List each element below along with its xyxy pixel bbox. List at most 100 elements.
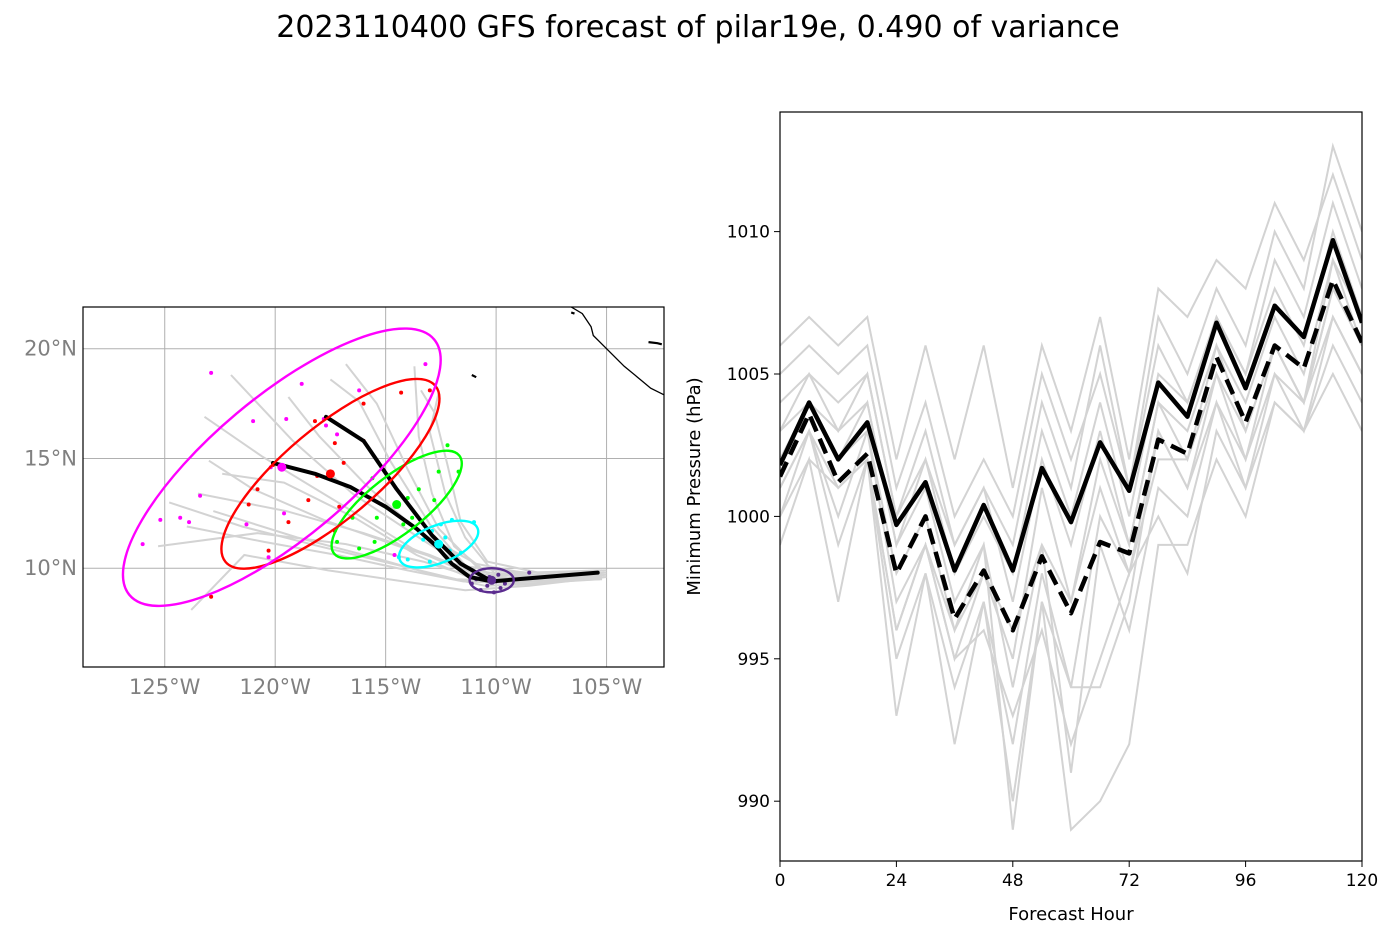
member-position-48h [443, 535, 448, 540]
pressure-frame [779, 111, 1363, 862]
ensemble-pressure-line [780, 342, 1362, 773]
member-position-120h [140, 542, 145, 547]
member-position-96h [246, 502, 251, 507]
member-position-120h [357, 388, 362, 393]
member-position-120h [282, 511, 287, 516]
map-x-tick-label: 115°W [350, 675, 422, 699]
member-position-120h [187, 520, 192, 525]
island [570, 311, 575, 315]
ensemble-pressure-line [780, 142, 1362, 520]
ellipse-center-48h [434, 539, 444, 549]
member-position-96h [266, 548, 271, 553]
map-frame [82, 306, 665, 668]
ellipse-center-120h [277, 462, 287, 472]
member-position-24h [498, 585, 503, 590]
member-position-120h [423, 362, 428, 367]
pressure-y-tick-label: 1005 [727, 365, 770, 385]
member-position-72h [436, 469, 441, 474]
member-position-96h [286, 520, 291, 525]
pressure-y-tick-label: 1000 [727, 507, 770, 527]
member-position-72h [405, 495, 410, 500]
pressure-y-tick-label: 1010 [727, 223, 770, 243]
island [648, 341, 663, 346]
pressure-x-tick-label: 72 [1118, 871, 1140, 891]
member-position-120h [244, 522, 249, 527]
pressure-x-tick-label: 48 [1002, 871, 1024, 891]
island [471, 374, 477, 379]
pressure-x-axis-label: Forecast Hour [1008, 904, 1134, 925]
member-position-96h [209, 594, 214, 599]
member-position-120h [299, 381, 304, 386]
member-position-72h [372, 539, 377, 544]
member-position-24h [527, 570, 532, 575]
member-position-96h [399, 390, 404, 395]
member-position-120h [284, 416, 289, 421]
member-position-96h [332, 441, 337, 446]
ensemble-track [190, 553, 605, 611]
uncertainty-ellipse-72h [330, 449, 463, 560]
member-position-120h [198, 493, 203, 498]
member-position-120h [335, 432, 340, 437]
map-x-tick-label: 105°W [571, 675, 643, 699]
uncertainty-ellipse-24h [468, 567, 515, 594]
member-position-72h [432, 498, 437, 503]
member-position-96h [312, 419, 317, 424]
ensemble-pressure-line [780, 171, 1362, 489]
member-position-72h [374, 515, 379, 520]
mean-track [324, 414, 494, 584]
ensemble-pressure-line [780, 314, 1362, 745]
member-position-24h [485, 583, 490, 588]
member-position-96h [337, 504, 342, 509]
coastline [570, 307, 664, 396]
member-position-96h [427, 388, 432, 393]
map-x-tick-label: 120°W [240, 675, 312, 699]
member-position-72h [445, 443, 450, 448]
map-y-tick-label: 15°N [24, 446, 77, 470]
uncertainty-ellipse-120h [121, 327, 442, 608]
member-position-24h [496, 572, 501, 577]
pressure-y-axis-label: Minimum Pressure (hPa) [684, 377, 705, 595]
member-position-48h [421, 537, 426, 542]
ensemble-pressure-line [780, 257, 1362, 633]
pressure-plot-area [780, 142, 1362, 832]
mean-pressure-line [780, 237, 1362, 573]
pressure-y-tick-label: 995 [738, 650, 770, 670]
member-position-120h [158, 517, 163, 522]
member-position-48h [427, 559, 432, 564]
member-position-72h [335, 539, 340, 544]
ensemble-track [208, 459, 603, 574]
map-plot-area [83, 307, 664, 667]
ellipse-center-24h [487, 575, 497, 585]
pressure-x-tick-label: 0 [775, 871, 786, 891]
map-y-tick-label: 10°N [24, 556, 77, 580]
member-position-96h [341, 460, 346, 465]
map-x-tick-label: 125°W [129, 675, 201, 699]
ensemble-track [168, 501, 603, 583]
ensemble-pressure-line [780, 285, 1362, 603]
member-position-120h [178, 515, 183, 520]
pressure-x-tick-label: 120 [1346, 871, 1378, 891]
member-position-96h [361, 401, 366, 406]
control-pressure-line [780, 277, 1362, 633]
member-position-72h [416, 487, 421, 492]
ellipse-center-96h [325, 469, 335, 479]
map-x-tick-label: 110°W [460, 675, 532, 699]
ellipse-center-72h [392, 500, 402, 510]
member-position-96h [306, 498, 311, 503]
pressure-x-tick-label: 96 [1235, 871, 1257, 891]
member-position-120h [392, 553, 397, 558]
member-position-24h [502, 581, 507, 586]
member-position-72h [357, 546, 362, 551]
pressure-y-tick-label: 990 [738, 792, 770, 812]
member-position-120h [251, 419, 256, 424]
ensemble-pressure-line [780, 314, 1362, 748]
ensemble-track [222, 472, 607, 585]
uncertainty-ellipse-48h [397, 519, 480, 569]
member-position-72h [401, 522, 406, 527]
member-position-120h [266, 555, 271, 560]
figure-title: 2023110400 GFS forecast of pilar19e, 0.4… [276, 10, 1120, 45]
map-y-tick-label: 20°N [24, 337, 77, 361]
member-position-120h [324, 423, 329, 428]
